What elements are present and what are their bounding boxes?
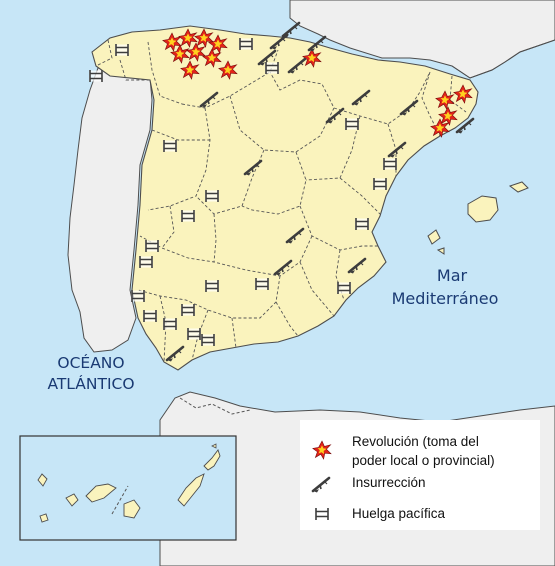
strike-fence-icon xyxy=(180,209,196,223)
legend-box xyxy=(300,420,540,530)
strike-fence-icon xyxy=(372,177,388,191)
strike-fence-icon xyxy=(204,189,220,203)
sea-label-mediterranean-1: Mar xyxy=(437,266,468,285)
island-menorca xyxy=(508,181,529,193)
strike-fence-icon xyxy=(336,281,352,295)
legend-revolution-line2: poder local o provincial) xyxy=(352,453,495,468)
legend-insurrection: Insurrección xyxy=(352,475,426,490)
strike-fence-icon xyxy=(238,37,254,51)
strike-fence-icon xyxy=(88,69,104,83)
island-la-palma xyxy=(37,473,48,487)
legend-revolution-line1: Revolución (toma del xyxy=(352,434,479,449)
strike-fence-icon xyxy=(314,507,330,521)
island-lanzarote xyxy=(203,449,221,471)
strike-fence-icon xyxy=(264,61,280,75)
strike-fence-icon xyxy=(180,303,196,317)
island-formentera xyxy=(436,247,445,255)
portugal-land xyxy=(67,67,153,353)
strike-fence-icon xyxy=(382,157,398,171)
legend: Revolución (toma del poder local o provi… xyxy=(300,420,540,530)
strike-fence-icon xyxy=(142,309,158,323)
strike-fence-icon xyxy=(144,239,160,253)
island-fuerteventura xyxy=(177,473,205,507)
canary-inset-frame xyxy=(19,435,237,541)
strike-fence-icon xyxy=(354,217,370,231)
canary-inset xyxy=(19,435,237,541)
strike-fence-icon xyxy=(186,327,202,341)
strike-fence-icon xyxy=(254,277,270,291)
strike-fence-icon xyxy=(162,139,178,153)
strike-fence-icon xyxy=(162,317,178,331)
strike-fence-icon xyxy=(114,43,130,57)
strike-fence-icon xyxy=(204,279,220,293)
island-la-gomera xyxy=(65,493,79,507)
island-el-hierro xyxy=(39,513,49,523)
sea-label-mediterranean-2: Mediterráneo xyxy=(392,289,499,308)
island-tenerife xyxy=(85,483,117,503)
strike-fence-icon xyxy=(130,289,146,303)
sea-label-atlantic-2: ATLÁNTICO xyxy=(47,374,134,393)
sea-label-atlantic-1: OCÉANO xyxy=(57,353,124,372)
strike-fence-icon xyxy=(344,117,360,131)
island-ibiza xyxy=(427,229,441,245)
strike-fence-icon xyxy=(200,333,216,347)
island-gran-canaria xyxy=(123,499,141,519)
strike-fence-icon xyxy=(138,255,154,269)
legend-strike: Huelga pacífica xyxy=(352,506,446,521)
island-mallorca xyxy=(467,195,499,223)
